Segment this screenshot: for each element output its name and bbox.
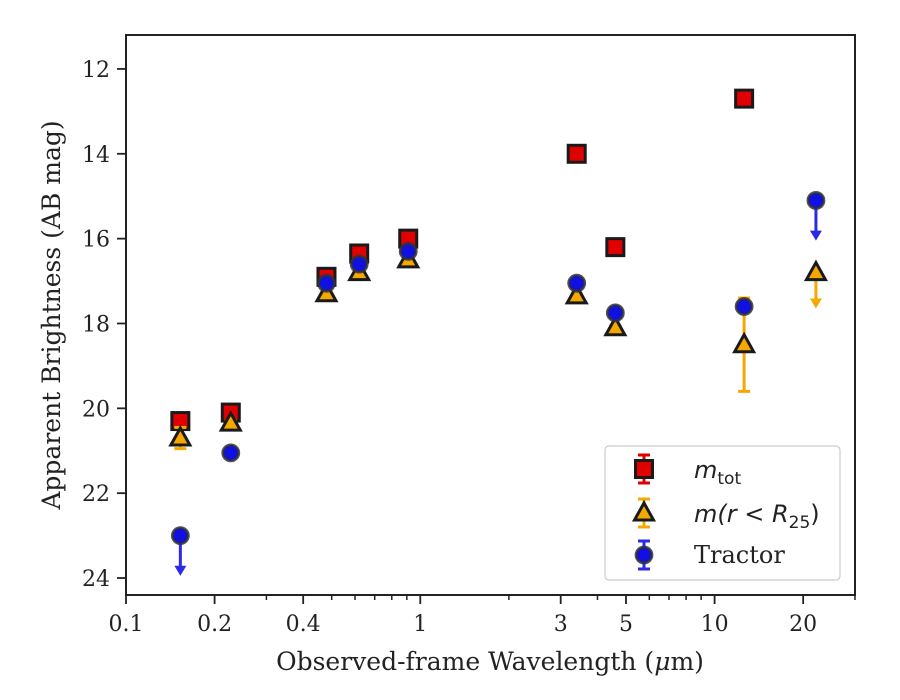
series-tractor bbox=[170, 191, 826, 576]
y-tick-label: 12 bbox=[82, 58, 110, 83]
mr25-point bbox=[603, 314, 628, 337]
x-tick-label: 0.4 bbox=[286, 612, 321, 637]
legend-label-mtot-main: m bbox=[694, 456, 717, 484]
tractor-upper-limit-arrow bbox=[174, 565, 187, 576]
y-tick-label: 18 bbox=[82, 312, 110, 337]
x-axis-label-main: Observed-frame Wavelength ( bbox=[276, 647, 654, 676]
legend-label-mr25: m(r < R25) bbox=[694, 500, 820, 533]
x-tick-label: 20 bbox=[789, 612, 817, 637]
tractor-point bbox=[170, 526, 190, 546]
legend-markers bbox=[631, 453, 657, 571]
legend-label-tractor: Tractor bbox=[694, 541, 785, 569]
legend-marker-tractor bbox=[634, 545, 654, 565]
legend-label-mtot-sub: tot bbox=[717, 469, 741, 489]
tractor-point bbox=[398, 241, 418, 261]
plot-frame bbox=[125, 34, 856, 596]
mtot-point bbox=[605, 237, 626, 258]
legend: mtot m(r < R25) Tractor bbox=[604, 445, 841, 581]
mr25-point bbox=[732, 331, 757, 354]
tractor-point bbox=[317, 273, 336, 293]
y-tick-label: 16 bbox=[82, 228, 110, 253]
ticks-layer: 0.1 0.2 0.4 1 3 5 10 20 12 14 16 18 20 22 24 bbox=[82, 58, 856, 637]
legend-label-mtot: mtot bbox=[694, 456, 741, 489]
x-axis-label: Observed-frame Wavelength (μm) bbox=[276, 647, 704, 676]
x-axis-label-mu: μ bbox=[654, 647, 670, 676]
mtot-point bbox=[566, 143, 587, 164]
mr25-upper-limit-arrow bbox=[809, 298, 822, 309]
y-tick-label: 22 bbox=[82, 482, 110, 507]
tractor-point bbox=[734, 297, 754, 316]
legend-marker-mr25 bbox=[631, 499, 657, 522]
y-tick-label: 20 bbox=[82, 397, 110, 422]
tractor-point bbox=[806, 191, 826, 210]
x-tick-label: 1 bbox=[413, 612, 427, 637]
tractor-upper-limit-arrow bbox=[809, 230, 822, 241]
legend-marker-mtot bbox=[634, 459, 654, 479]
mr25-point bbox=[803, 259, 828, 282]
tractor-point bbox=[605, 303, 625, 323]
y-tick-label: 24 bbox=[82, 567, 110, 592]
legend-label-mr25-sub: 25 bbox=[789, 513, 811, 533]
legend-label-mr25-end: ) bbox=[810, 500, 819, 528]
mr25-point bbox=[218, 410, 243, 432]
legend-label-mr25-main: m(r < R bbox=[694, 500, 789, 528]
mr25-point bbox=[168, 424, 193, 447]
mtot-point bbox=[734, 88, 755, 109]
x-tick-label: 0.1 bbox=[109, 612, 144, 637]
x-tick-label: 10 bbox=[701, 612, 729, 637]
x-tick-label: 0.2 bbox=[197, 612, 232, 637]
legend-box bbox=[604, 445, 841, 581]
tractor-point bbox=[349, 254, 369, 274]
tractor-point bbox=[221, 443, 241, 463]
series-mr25 bbox=[168, 246, 828, 451]
y-axis-label: Apparent Brightness (AB mag) bbox=[37, 120, 66, 510]
y-tick-label: 14 bbox=[82, 143, 110, 168]
x-tick-label: 3 bbox=[554, 612, 568, 637]
tractor-point bbox=[567, 273, 587, 293]
x-axis-label-unit: m) bbox=[670, 647, 703, 676]
x-tick-label: 5 bbox=[619, 612, 633, 637]
mr25-point bbox=[564, 282, 589, 305]
marks-layer bbox=[168, 88, 828, 576]
